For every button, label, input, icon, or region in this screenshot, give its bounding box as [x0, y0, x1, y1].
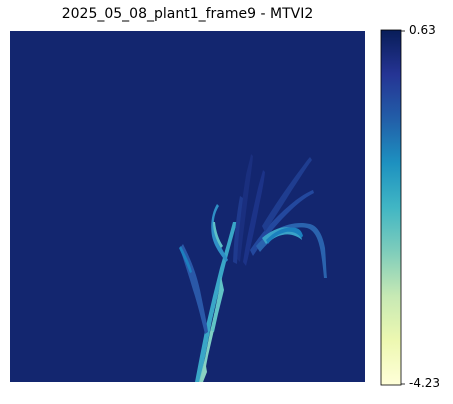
chart-title: 2025_05_08_plant1_frame9 - MTVI2	[61, 6, 314, 22]
leaf-right-inner	[266, 227, 303, 244]
stem-highlight-2	[211, 276, 224, 332]
leaf-right-arch-1	[250, 190, 314, 256]
leaf-left-droop-edge	[179, 246, 192, 273]
heatmap-image	[10, 31, 365, 382]
leaf-center-tall-2	[243, 170, 265, 266]
leaf-left-curl-tip	[213, 222, 223, 248]
leaf-center-tall-3	[233, 196, 243, 264]
colorbar	[380, 29, 402, 386]
stem-highlight-3	[200, 360, 207, 382]
plant-leaves	[179, 154, 327, 382]
leaf-left-droop	[180, 244, 208, 334]
colorbar-tick-label-max: 0.63	[409, 23, 436, 37]
leaf-right-tall	[262, 157, 312, 232]
stem-segment	[195, 222, 237, 382]
colorbar-tick-label-min: -4.23	[409, 376, 441, 390]
leaf-center-tall-1	[236, 154, 253, 262]
